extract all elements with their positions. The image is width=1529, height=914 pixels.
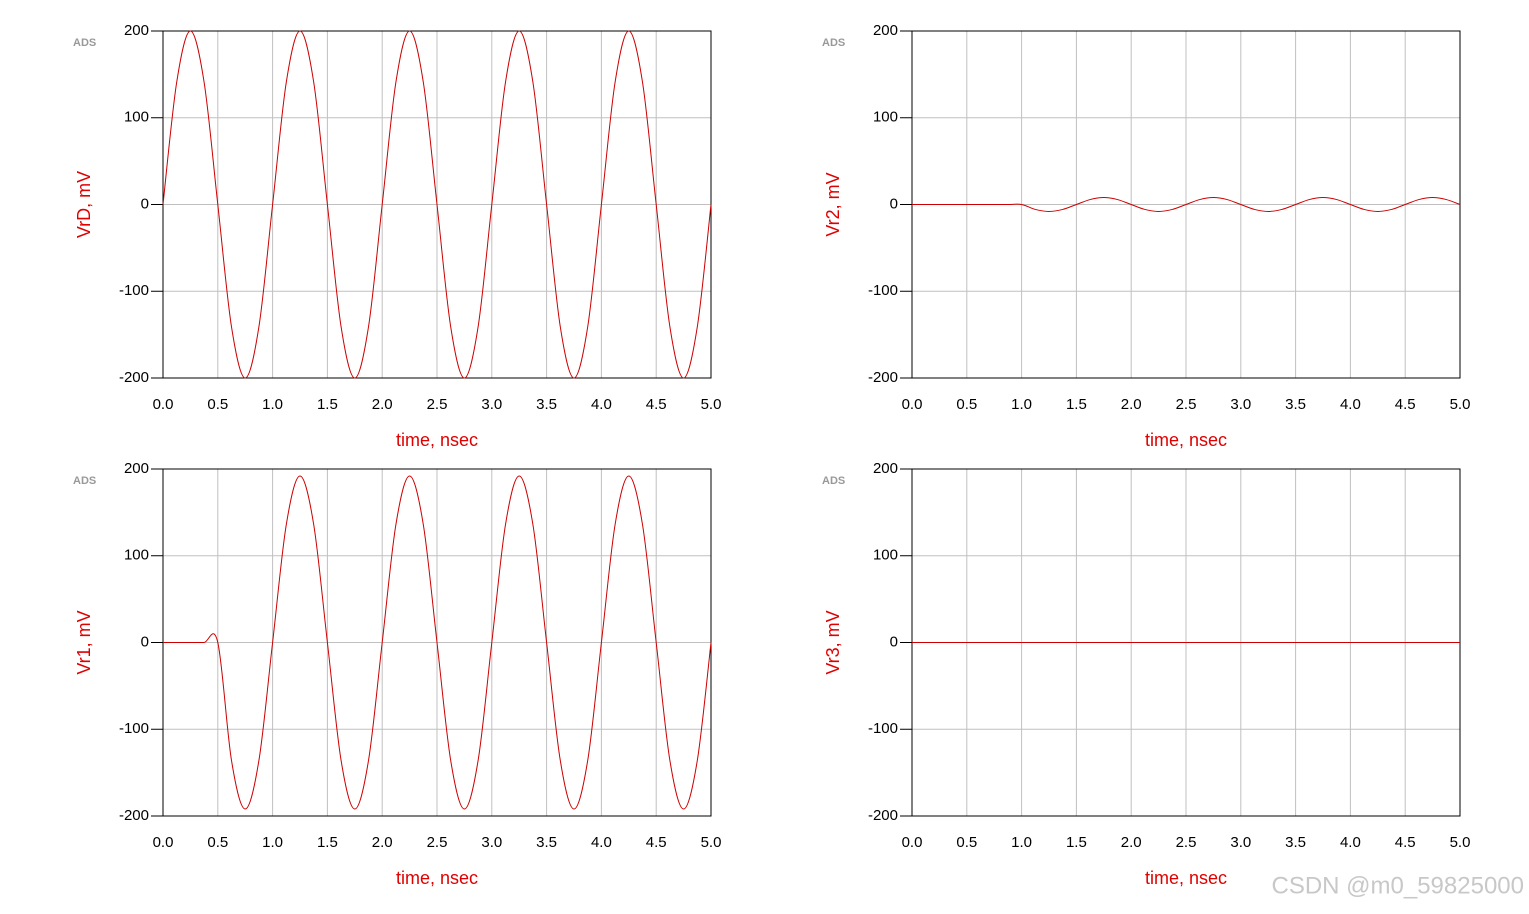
- line: [162, 30, 712, 379]
- y-tick-label: -200: [868, 807, 898, 824]
- x-tick-label: 3.0: [1230, 396, 1251, 413]
- x-tick-label: 4.0: [1340, 834, 1361, 851]
- watermark: CSDN @m0_59825000: [1271, 872, 1524, 899]
- x-tick-label: 1.5: [317, 834, 338, 851]
- x-axis-label: time, nsec: [396, 430, 478, 450]
- x-tick-label: 0.0: [902, 834, 923, 851]
- x-tick-label: 2.0: [372, 834, 393, 851]
- x-tick-label: 5.0: [701, 834, 722, 851]
- y-tick-label: -100: [868, 720, 898, 737]
- x-tick-label: 4.0: [591, 396, 612, 413]
- x-tick-label: 2.5: [1176, 834, 1197, 851]
- x-tick-label: 1.0: [262, 834, 283, 851]
- y-tick-label: -200: [868, 369, 898, 386]
- x-tick-label: 3.5: [1285, 396, 1306, 413]
- y-tick-label: 200: [873, 22, 898, 39]
- y-axis-label: Vr2, mV: [823, 172, 843, 236]
- x-tick-label: 1.0: [1011, 834, 1032, 851]
- y-tick-label: 0: [890, 633, 898, 650]
- x-tick-label: 4.5: [646, 396, 667, 413]
- x-tick-label: 3.0: [1230, 834, 1251, 851]
- logo: ADS: [73, 475, 96, 487]
- x-tick-label: 1.0: [262, 396, 283, 413]
- x-tick-label: 4.0: [591, 834, 612, 851]
- y-tick-label: 100: [873, 547, 898, 564]
- line: [912, 197, 1461, 212]
- x-tick-label: 0.5: [956, 396, 977, 413]
- x-tick-label: 3.0: [481, 834, 502, 851]
- y-tick-label: -100: [119, 282, 149, 299]
- x-tick-label: 4.5: [1395, 834, 1416, 851]
- logo: ADS: [822, 475, 845, 487]
- y-tick-label: -200: [119, 369, 149, 386]
- x-tick-label: 2.0: [1121, 396, 1142, 413]
- y-tick-label: -100: [868, 282, 898, 299]
- x-tick-label: 2.0: [1121, 834, 1142, 851]
- x-tick-label: 1.5: [1066, 396, 1087, 413]
- x-axis-label: time, nsec: [1145, 430, 1227, 450]
- y-axis-label: Vr3, mV: [823, 610, 843, 674]
- x-tick-label: 1.5: [1066, 834, 1087, 851]
- y-tick-label: 100: [124, 547, 149, 564]
- y-tick-label: 200: [124, 460, 149, 477]
- line: [162, 475, 712, 810]
- x-tick-label: 1.0: [1011, 396, 1032, 413]
- x-tick-label: 5.0: [1450, 834, 1471, 851]
- x-tick-label: 0.0: [153, 834, 174, 851]
- x-tick-label: 3.5: [536, 396, 557, 413]
- x-axis-label: time, nsec: [1145, 868, 1227, 888]
- y-tick-label: 200: [873, 460, 898, 477]
- x-axis-label: time, nsec: [396, 868, 478, 888]
- x-tick-label: 3.0: [481, 396, 502, 413]
- y-tick-label: 100: [873, 109, 898, 126]
- x-tick-label: 3.5: [1285, 834, 1306, 851]
- x-tick-label: 4.5: [1395, 396, 1416, 413]
- x-tick-label: 0.0: [902, 396, 923, 413]
- x-tick-label: 0.5: [207, 396, 228, 413]
- y-axis-label: VrD, mV: [74, 171, 94, 238]
- y-tick-label: 0: [141, 633, 149, 650]
- x-tick-label: 2.5: [427, 396, 448, 413]
- logo: ADS: [73, 37, 96, 49]
- x-tick-label: 1.5: [317, 396, 338, 413]
- y-tick-label: 100: [124, 109, 149, 126]
- y-tick-label: -200: [119, 807, 149, 824]
- x-tick-label: 2.0: [372, 396, 393, 413]
- logo: ADS: [822, 37, 845, 49]
- x-tick-label: 5.0: [1450, 396, 1471, 413]
- y-tick-label: -100: [119, 720, 149, 737]
- x-tick-label: 3.5: [536, 834, 557, 851]
- x-tick-label: 0.5: [956, 834, 977, 851]
- x-tick-label: 4.5: [646, 834, 667, 851]
- y-axis-label: Vr1, mV: [74, 610, 94, 674]
- x-tick-label: 4.0: [1340, 396, 1361, 413]
- y-tick-label: 200: [124, 22, 149, 39]
- x-tick-label: 2.5: [1176, 396, 1197, 413]
- y-tick-label: 0: [890, 195, 898, 212]
- x-tick-label: 0.5: [207, 834, 228, 851]
- y-tick-label: 0: [141, 195, 149, 212]
- x-tick-label: 2.5: [427, 834, 448, 851]
- x-tick-label: 5.0: [701, 396, 722, 413]
- x-tick-label: 0.0: [153, 396, 174, 413]
